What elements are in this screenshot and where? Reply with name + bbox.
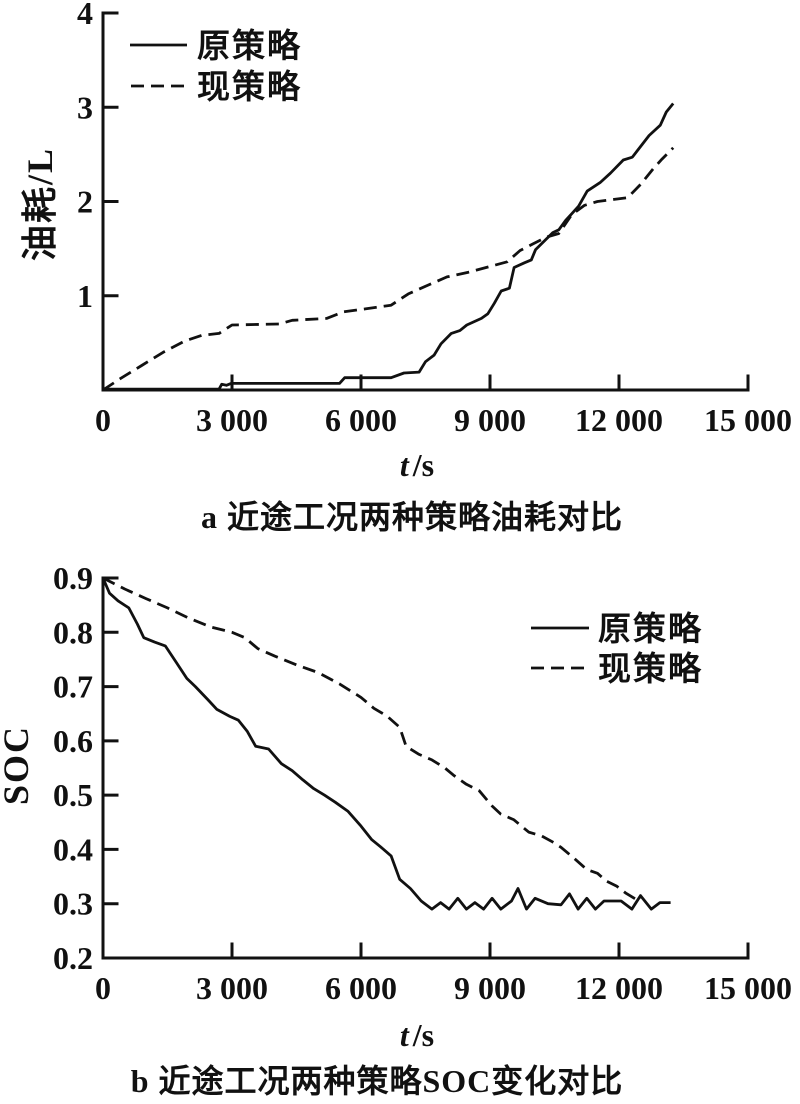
y-tick-label: 3 xyxy=(77,89,93,125)
y-tick-label: 1 xyxy=(77,278,93,314)
y-tick-label: 0.9 xyxy=(53,560,93,596)
x-tick-label: 9 000 xyxy=(454,970,526,1006)
legend-label-original-strategy: 原策略 xyxy=(598,611,703,648)
fuel-plot-area: 1 2 3 4 0 3 000 6 000 9 000 12 000 15 000 xyxy=(77,0,792,438)
x-tick-label: 12 000 xyxy=(575,970,663,1006)
x-tick-label: 3 000 xyxy=(196,970,268,1006)
x-tick-label: 0 xyxy=(95,402,111,438)
x-tick-label: 15 000 xyxy=(704,402,792,438)
y-tick-label: 0.6 xyxy=(53,723,93,759)
soc-y-axis-label: SOC xyxy=(0,725,36,805)
x-tick-label: 6 000 xyxy=(325,402,397,438)
soc-legend: 原策略 现策略 xyxy=(531,611,703,688)
y-tick-label: 2 xyxy=(77,184,93,220)
y-tick-label: 0.4 xyxy=(53,831,93,867)
fuel-y-axis-label: 油耗/L xyxy=(20,147,60,261)
y-tick-label: 0.8 xyxy=(53,614,93,650)
x-tick-label: 3 000 xyxy=(196,402,268,438)
x-tick-label: 0 xyxy=(95,970,111,1006)
legend-label-original-strategy: 原策略 xyxy=(197,28,302,65)
axis-frame xyxy=(101,576,750,960)
x-tick-label: 15 000 xyxy=(704,970,792,1006)
y-tick-label: 0.7 xyxy=(53,669,93,705)
y-tick-label: 4 xyxy=(77,0,93,31)
soc-caption: b 近途工况两种策略SOC变化对比 xyxy=(131,1063,624,1099)
y-tick-label: 0.3 xyxy=(53,886,93,922)
series-line-dashed xyxy=(102,146,675,392)
soc-chart-panel: 0.2 0.3 0.4 0.5 0.6 0.7 0.8 0.9 0 3 000 6 000 9 000… xyxy=(0,560,792,1099)
fuel-x-axis-label: t/s xyxy=(400,447,434,483)
y-tick-label: 0.5 xyxy=(53,777,93,813)
series-line-solid xyxy=(101,577,671,911)
fuel-chart-panel: 1 2 3 4 0 3 000 6 000 9 000 12 000 15 000 油耗/L 原策… xyxy=(20,0,792,535)
x-tick-label: 6 000 xyxy=(325,970,397,1006)
y-tick-label: 0.2 xyxy=(53,940,93,976)
soc-x-axis-label: t/s xyxy=(400,1017,434,1053)
fuel-caption: a 近途工况两种策略油耗对比 xyxy=(201,499,623,535)
x-tick-label: 9 000 xyxy=(454,402,526,438)
soc-plot-area: 0.2 0.3 0.4 0.5 0.6 0.7 0.8 0.9 0 3 000 6 000 9 000… xyxy=(53,560,792,1006)
series-line-dashed xyxy=(102,576,637,901)
x-tick-label: 12 000 xyxy=(575,402,663,438)
fuel-legend: 原策略 现策略 xyxy=(130,28,302,106)
legend-label-current-strategy: 现策略 xyxy=(598,651,703,688)
series-line-solid xyxy=(103,102,675,391)
legend-label-current-strategy: 现策略 xyxy=(197,69,302,106)
